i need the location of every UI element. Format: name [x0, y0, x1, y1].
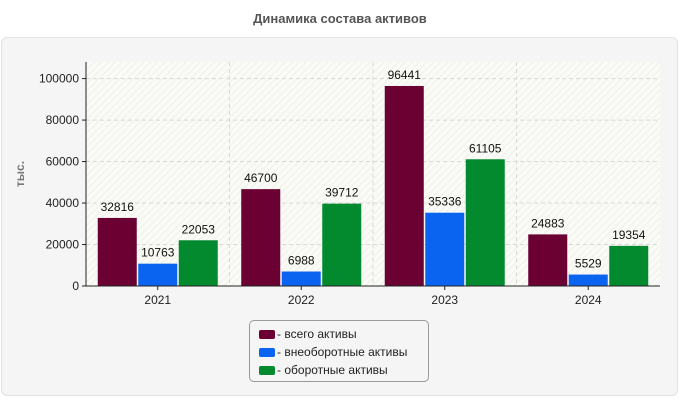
bar[interactable]: [97, 217, 137, 286]
bar[interactable]: [138, 263, 178, 286]
data-label: 24883: [531, 216, 565, 230]
legend-prefix: -: [277, 363, 285, 377]
legend: - всего активы - внеоборотные активы - о…: [249, 320, 429, 382]
legend-swatch-current: [259, 365, 275, 375]
y-tick-label: 80000: [46, 113, 80, 127]
bar[interactable]: [425, 212, 465, 286]
y-tick-label: 20000: [46, 238, 80, 252]
y-tick-label: 100000: [39, 72, 79, 86]
data-label: 96441: [388, 68, 422, 82]
data-label: 22053: [182, 222, 216, 236]
x-tick-label: 2021: [144, 293, 171, 307]
bar[interactable]: [322, 203, 362, 286]
data-label: 5529: [575, 257, 602, 271]
data-label: 19354: [612, 228, 646, 242]
x-tick-label: 2022: [288, 293, 315, 307]
y-tick-label: 0: [72, 279, 79, 293]
data-label: 10763: [141, 246, 175, 260]
y-tick-label: 60000: [46, 155, 80, 169]
x-tick-label: 2023: [431, 293, 458, 307]
legend-swatch-total: [259, 329, 275, 339]
data-label: 35336: [428, 195, 462, 209]
data-label: 39712: [325, 186, 359, 200]
legend-label-noncurrent: внеоборотные активы: [284, 345, 408, 359]
legend-prefix: -: [277, 345, 285, 359]
legend-label-current: оборотные активы: [284, 363, 388, 377]
legend-swatch-noncurrent: [259, 347, 275, 357]
legend-prefix: -: [277, 327, 285, 341]
chart-title: Динамика состава активов: [253, 11, 427, 26]
data-label: 61105: [469, 141, 502, 155]
bar[interactable]: [609, 245, 649, 286]
bar[interactable]: [178, 240, 218, 286]
bar[interactable]: [528, 234, 568, 286]
y-axis-label: тыс.: [13, 161, 27, 187]
bar[interactable]: [241, 189, 281, 286]
legend-item-total[interactable]: - всего активы: [259, 325, 428, 343]
legend-item-noncurrent[interactable]: - внеоборотные активы: [259, 343, 428, 361]
x-tick-label: 2024: [575, 293, 602, 307]
data-label: 6988: [288, 254, 315, 268]
bar[interactable]: [465, 159, 505, 286]
y-tick-label: 40000: [46, 196, 80, 210]
data-label: 46700: [244, 171, 278, 185]
bar[interactable]: [281, 271, 321, 286]
bar[interactable]: [568, 274, 608, 286]
bar[interactable]: [384, 85, 424, 287]
legend-item-current[interactable]: - оборотные активы: [259, 361, 428, 379]
legend-label-total: всего активы: [284, 327, 357, 341]
data-label: 32816: [101, 200, 135, 214]
